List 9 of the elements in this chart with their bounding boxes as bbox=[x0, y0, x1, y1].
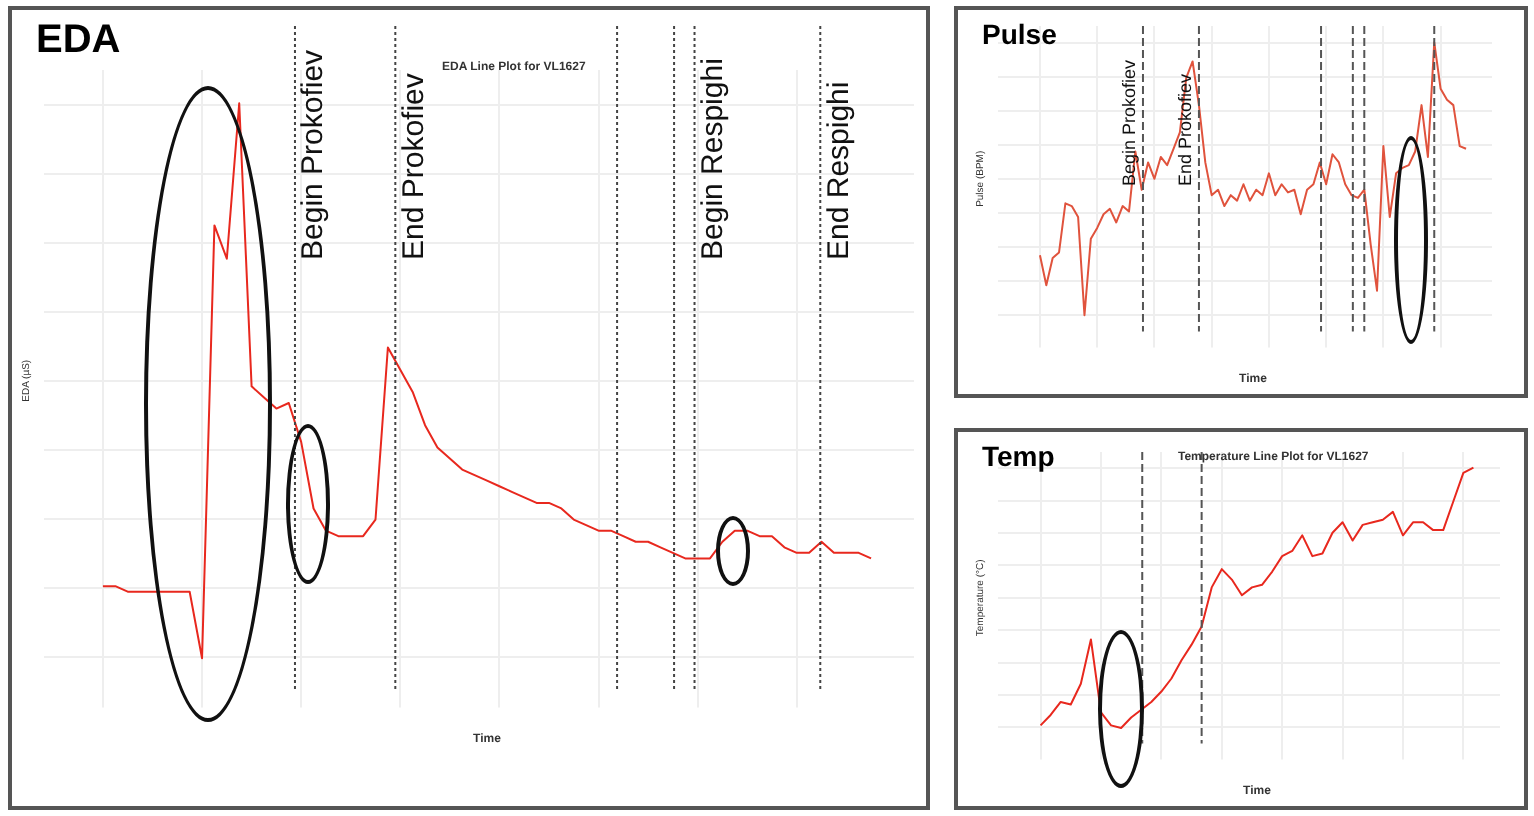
annotation: End Prokofiev bbox=[396, 72, 431, 260]
annotation: Begin Respighi bbox=[695, 58, 730, 260]
chart-title: Pulse bbox=[982, 18, 1057, 50]
annotation: Begin Prokofiev bbox=[296, 48, 331, 260]
annotation: End Respighi bbox=[821, 81, 856, 260]
chart-title: EDA bbox=[36, 18, 121, 64]
annotation: End Prokofiev bbox=[1174, 72, 1195, 186]
chart-title: Temp bbox=[982, 440, 1055, 472]
annotation: Begin Prokofiev bbox=[1118, 58, 1139, 186]
